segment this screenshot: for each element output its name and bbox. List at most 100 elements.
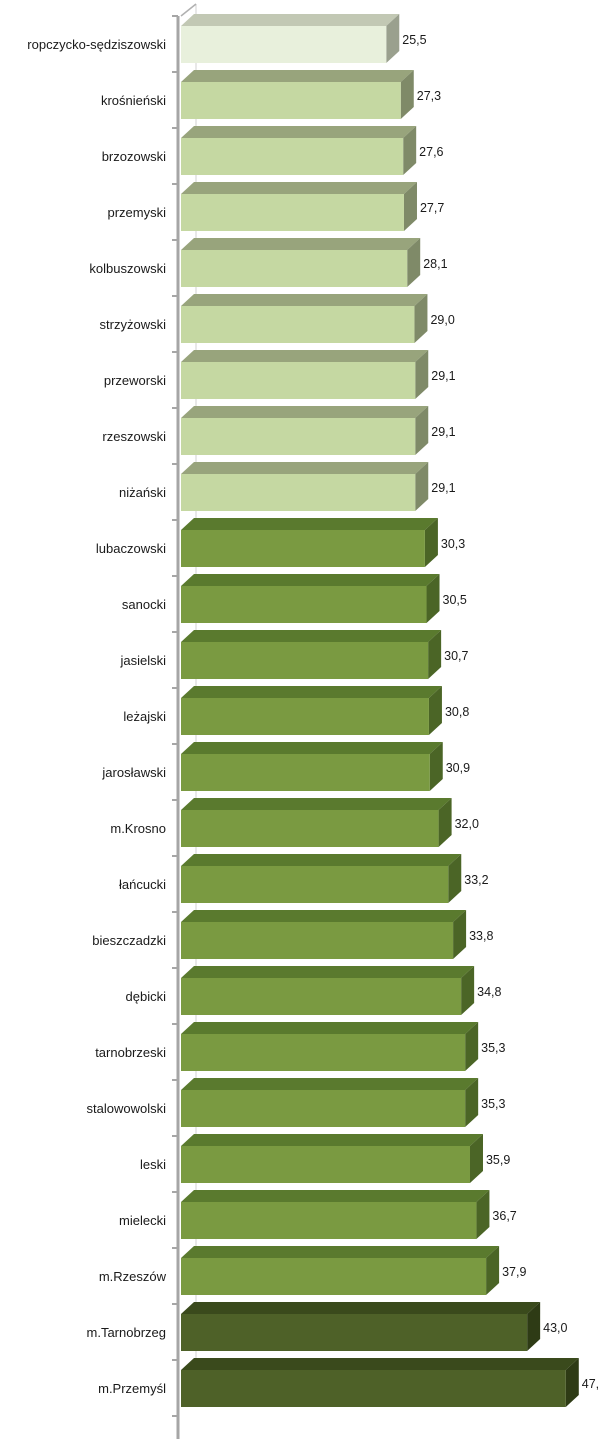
- bar-side-face: [426, 574, 440, 623]
- bar: [181, 1370, 566, 1407]
- bar-group: [181, 966, 475, 1015]
- bar-side-face: [415, 462, 429, 511]
- bar: [181, 922, 454, 959]
- bar-group: [181, 1022, 479, 1071]
- bar-group: [181, 294, 428, 343]
- bar: [181, 1258, 487, 1295]
- bar-top-face: [181, 798, 452, 810]
- value-label: 29,1: [431, 369, 455, 383]
- bar-top-face: [181, 1134, 483, 1146]
- category-label: rzeszowski: [102, 429, 166, 444]
- bar-top-face: [181, 126, 417, 138]
- category-label: łańcucki: [119, 877, 166, 892]
- bar-group: [181, 126, 417, 175]
- value-label: 25,5: [402, 33, 426, 47]
- bar: [181, 1314, 528, 1351]
- bar-group: [181, 1190, 490, 1239]
- bar-side-face: [429, 742, 443, 791]
- bar-group: [181, 1246, 500, 1295]
- bar-top-face: [181, 1190, 490, 1202]
- bar: [181, 250, 408, 287]
- bar: [181, 754, 430, 791]
- value-label: 33,8: [469, 929, 493, 943]
- bar-group: [181, 406, 429, 455]
- bar-group: [181, 798, 452, 847]
- bar-group: [181, 1358, 579, 1407]
- axis-top-edge: [180, 3, 197, 17]
- bar-group: [181, 630, 442, 679]
- bar-top-face: [181, 182, 417, 194]
- bar-group: [181, 1302, 541, 1351]
- category-label: jasielski: [119, 653, 166, 668]
- bar-top-face: [181, 1078, 479, 1090]
- category-label: niżański: [119, 485, 166, 500]
- bar: [181, 82, 401, 119]
- bar: [181, 474, 416, 511]
- bar-top-face: [181, 574, 440, 586]
- value-label: 35,3: [481, 1097, 505, 1111]
- value-label: 29,1: [431, 481, 455, 495]
- bar: [181, 26, 387, 63]
- category-label: m.Krosno: [110, 821, 166, 836]
- value-label: 36,7: [492, 1209, 516, 1223]
- bar-side-face: [403, 182, 417, 231]
- bar-top-face: [181, 406, 429, 418]
- bar-side-face: [469, 1134, 483, 1183]
- bar-group: [181, 238, 421, 287]
- bar-side-face: [415, 406, 429, 455]
- bar-top-face: [181, 518, 438, 530]
- bar: [181, 642, 429, 679]
- category-label: m.Rzeszów: [99, 1269, 167, 1284]
- bar: [181, 1202, 477, 1239]
- value-label: 30,9: [446, 761, 470, 775]
- bar-group: [181, 1078, 479, 1127]
- value-label: 47,8: [582, 1377, 598, 1391]
- bar-top-face: [181, 742, 443, 754]
- category-label: stalowowolski: [87, 1101, 167, 1116]
- value-label: 43,0: [543, 1321, 567, 1335]
- bar-top-face: [181, 854, 462, 866]
- category-label: lubaczowski: [96, 541, 166, 556]
- value-label: 27,7: [420, 201, 444, 215]
- value-label: 27,6: [419, 145, 443, 159]
- category-label: bieszczadzki: [92, 933, 166, 948]
- bar-top-face: [181, 910, 467, 922]
- category-label: strzyżowski: [100, 317, 167, 332]
- value-label: 32,0: [455, 817, 479, 831]
- bar-top-face: [181, 966, 475, 978]
- category-label: m.Tarnobrzeg: [87, 1325, 166, 1340]
- bar-top-face: [181, 350, 429, 362]
- bar-group: [181, 854, 462, 903]
- bar-top-face: [181, 1022, 479, 1034]
- bar-top-face: [181, 630, 442, 642]
- bar-side-face: [386, 14, 400, 63]
- bar: [181, 586, 427, 623]
- bar-side-face: [438, 798, 452, 847]
- category-label: jarosławski: [101, 765, 166, 780]
- bar-top-face: [181, 686, 442, 698]
- bar: [181, 866, 449, 903]
- bar: [181, 1034, 466, 1071]
- bar-side-face: [486, 1246, 500, 1295]
- value-label: 30,5: [443, 593, 467, 607]
- category-label: leski: [140, 1157, 166, 1172]
- bar-side-face: [414, 294, 428, 343]
- bar: [181, 698, 429, 735]
- bar-group: [181, 70, 414, 119]
- category-label: przeworski: [104, 373, 166, 388]
- value-label: 33,2: [464, 873, 488, 887]
- bar-group: [181, 1134, 483, 1183]
- category-label: krośnieński: [101, 93, 166, 108]
- category-label: dębicki: [126, 989, 167, 1004]
- bar: [181, 194, 404, 231]
- category-label: przemyski: [107, 205, 166, 220]
- bar-side-face: [476, 1190, 490, 1239]
- bar-side-face: [424, 518, 438, 567]
- bar: [181, 978, 462, 1015]
- bar-top-face: [181, 294, 428, 306]
- bar-side-face: [461, 966, 475, 1015]
- value-label: 34,8: [477, 985, 501, 999]
- bar-side-face: [415, 350, 429, 399]
- bar-group: [181, 686, 442, 735]
- category-label: brzozowski: [102, 149, 166, 164]
